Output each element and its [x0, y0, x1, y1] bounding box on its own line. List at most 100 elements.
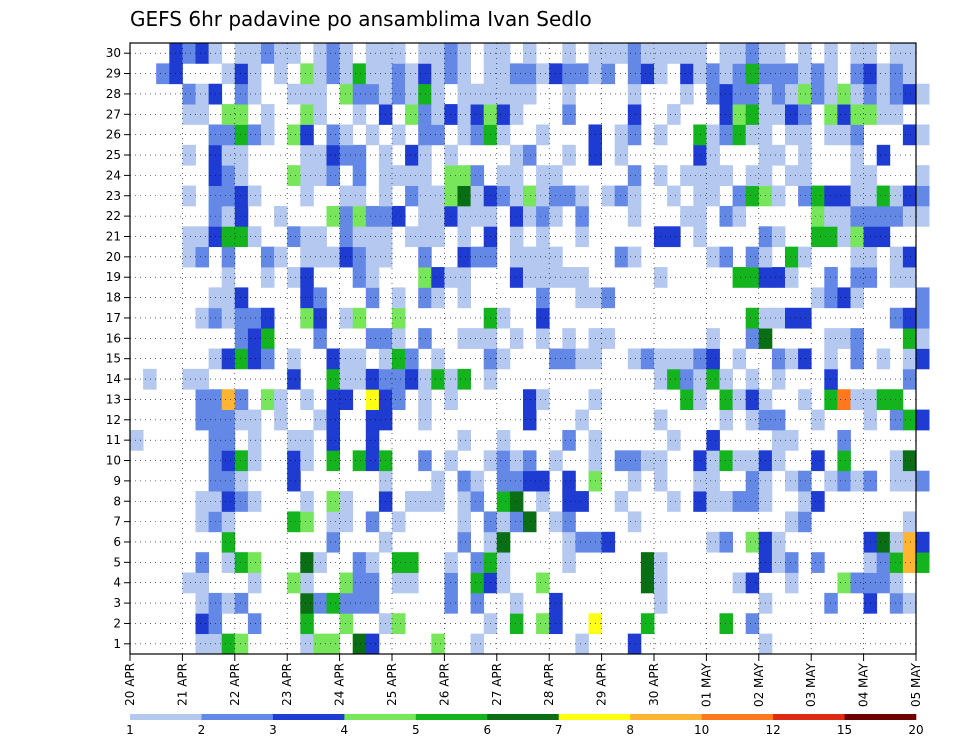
precip-cell [444, 144, 458, 166]
precip-cell [575, 633, 589, 655]
precip-cell [811, 287, 825, 309]
precip-cell [352, 450, 367, 472]
precip-cell [392, 205, 406, 227]
color-legend: 1 2 3 4 5 6 7 8 10 12 15 20 [126, 714, 924, 737]
precip-cell [221, 552, 236, 573]
precip-cell [418, 389, 432, 410]
precip-cell [719, 531, 733, 553]
precip-cell [287, 368, 301, 390]
precip-cell [824, 592, 838, 614]
precip-cell [352, 572, 367, 594]
precip-cell [536, 328, 550, 349]
precip-cell [339, 83, 354, 105]
precip-cell [916, 124, 930, 146]
precip-cell [352, 104, 367, 125]
y-tick-label: 29 [106, 67, 121, 81]
precip-cell [496, 429, 511, 451]
precip-cell [850, 104, 864, 125]
precip-cell [509, 205, 524, 227]
precip-cell [365, 246, 380, 268]
precip-cell [509, 491, 524, 512]
precip-cell [326, 409, 340, 431]
precip-cell [392, 83, 406, 105]
precip-cell [509, 450, 524, 472]
precip-cell [221, 165, 236, 186]
x-axis: 20 APR 21 APR 22 APR 23 APR 24 APR 25 APR 26 A… [123, 654, 923, 707]
precip-cell [221, 307, 236, 329]
precip-cell [902, 307, 917, 329]
precip-cell [418, 226, 432, 248]
precip-cell [771, 409, 786, 431]
legend-label: 7 [555, 723, 563, 737]
precip-cell [444, 450, 458, 472]
precip-cell [195, 592, 209, 614]
precip-cell [771, 307, 786, 329]
precip-cell [352, 246, 367, 268]
precip-cell [418, 104, 432, 125]
precip-cell [614, 491, 629, 512]
precip-cell [889, 592, 904, 614]
y-tick-label: 6 [113, 535, 121, 549]
precip-cell [221, 144, 236, 166]
precip-cell [431, 104, 445, 125]
precip-cell [902, 83, 917, 105]
precip-cell [496, 450, 511, 472]
precip-cell [496, 185, 511, 207]
precip-cell [300, 633, 314, 655]
precip-cell [300, 185, 314, 207]
precip-cell [418, 491, 432, 512]
precip-cell [496, 63, 511, 85]
grid-layer [130, 43, 916, 654]
precip-cell [745, 531, 760, 553]
precip-cell [509, 63, 524, 85]
precip-cell [392, 328, 406, 349]
precip-cell [601, 531, 616, 553]
precip-cell [837, 389, 851, 410]
precip-cell [601, 63, 616, 85]
precip-cell [575, 531, 589, 553]
precip-cell [523, 450, 537, 472]
precip-cell [470, 470, 485, 492]
precip-cell [431, 226, 445, 248]
y-tick-label: 7 [113, 515, 121, 529]
precip-cell [798, 83, 812, 105]
precip-cell [365, 328, 380, 349]
precip-cell [221, 246, 236, 268]
precip-cell [902, 450, 917, 472]
precip-cell [785, 307, 799, 329]
precip-cell [234, 185, 249, 207]
precip-cell [365, 572, 380, 594]
precip-cell [916, 307, 930, 329]
precip-cell [523, 511, 537, 533]
precip-cell [785, 124, 799, 146]
precip-cell [431, 633, 445, 655]
precip-cell [640, 450, 655, 472]
precip-cell [627, 633, 642, 655]
precip-cell [601, 287, 616, 309]
precip-cell [300, 572, 314, 594]
precip-cell [418, 144, 432, 166]
precip-cell [195, 409, 209, 431]
precip-cell [365, 267, 380, 288]
precip-cell [916, 409, 930, 431]
precip-cell [234, 552, 249, 573]
precip-cell [496, 552, 511, 573]
precip-cell [745, 307, 760, 329]
precip-cell [287, 124, 301, 146]
precip-cell [509, 144, 524, 166]
legend-label: 15 [837, 723, 852, 737]
precip-cell [195, 511, 209, 533]
precip-cell [889, 531, 904, 553]
precip-cell [392, 43, 406, 64]
precip-cell [509, 104, 524, 125]
precip-cell [247, 491, 262, 512]
precip-cell [431, 491, 445, 512]
precip-cell [562, 267, 576, 288]
precip-cell [444, 205, 458, 227]
precip-cell [785, 348, 799, 370]
precip-cell [889, 470, 904, 492]
precip-cell [889, 389, 904, 410]
precip-cell [234, 328, 249, 349]
precip-cell [889, 43, 904, 64]
precip-cell [562, 429, 576, 451]
